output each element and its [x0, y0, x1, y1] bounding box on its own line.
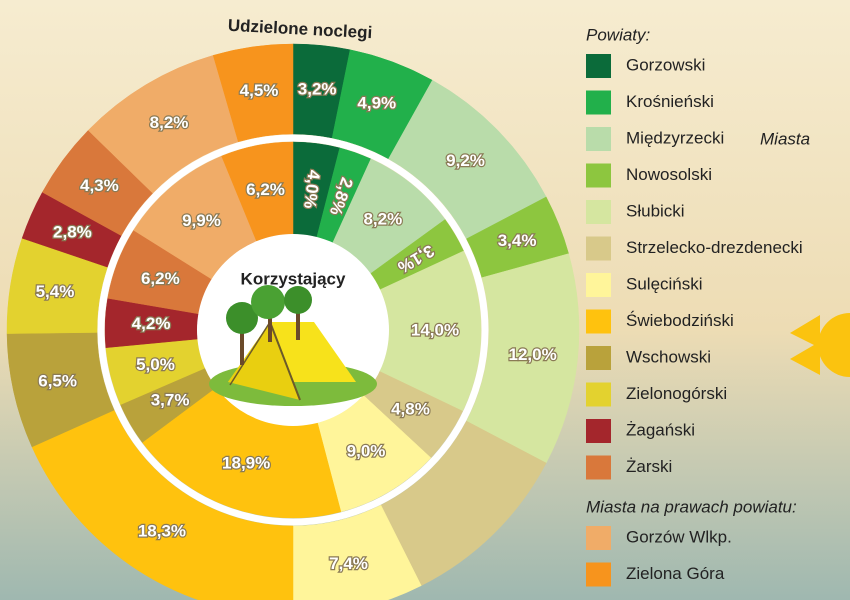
legend-heading: Powiaty:: [586, 25, 651, 44]
legend-swatch: [586, 309, 611, 334]
value-label: 3,7%: [151, 391, 190, 410]
value-label: 7,4%: [329, 554, 368, 573]
legend-label: Żarski: [626, 457, 672, 476]
ring-segment: [31, 409, 294, 600]
legend-swatch: [586, 163, 611, 188]
side-note: Miasta: [760, 129, 810, 148]
legend-swatch: [586, 526, 611, 550]
legend-swatch: [586, 127, 611, 151]
legend-swatch: [586, 419, 611, 443]
value-label: 12,0%: [509, 345, 557, 364]
center-label: Korzystający: [241, 269, 346, 288]
legend-swatch: [586, 382, 611, 407]
ring-segment: [292, 504, 422, 600]
ring-segment: [212, 43, 294, 143]
value-label: 4,5%: [240, 81, 279, 100]
legend-label: Nowosolski: [626, 165, 712, 184]
value-label: 3,2%: [298, 80, 337, 99]
legend-label: Zielona Góra: [626, 564, 725, 583]
value-label: 4,8%: [391, 399, 430, 418]
legend-label: Strzelecko-drezdenecki: [626, 238, 803, 257]
legend-label: Gorzowski: [626, 55, 705, 74]
value-label: 9,9%: [182, 211, 221, 230]
value-label: 5,4%: [36, 282, 75, 301]
legend-swatch: [586, 562, 611, 587]
value-label: 2,8%: [53, 222, 92, 241]
legend-swatch: [586, 455, 611, 480]
value-label: 18,9%: [222, 454, 270, 473]
value-label: 6,5%: [38, 371, 77, 390]
legend-swatch: [586, 273, 611, 297]
legend-heading: Miasta na prawach powiatu:: [586, 497, 797, 516]
legend-label: Sulęciński: [626, 274, 703, 293]
ring-separator: [97, 134, 489, 526]
value-label: 14,0%: [411, 320, 459, 339]
value-label: 8,2%: [150, 113, 189, 132]
legend-label: Gorzów Wlkp.: [626, 527, 732, 546]
value-label: 3,4%: [498, 231, 537, 250]
legend-label: Słubicki: [626, 201, 685, 220]
legend-swatch: [586, 236, 611, 261]
value-label: 18,3%: [138, 522, 186, 541]
value-label: 6,2%: [141, 269, 180, 288]
legend-swatch: [586, 346, 611, 370]
legend: Powiaty: Gorzowski Krośnieński Międzyrzecki…: [586, 25, 803, 587]
value-label: 4,0%: [300, 169, 324, 210]
value-label: 9,2%: [446, 151, 485, 170]
value-label: 8,2%: [363, 210, 402, 229]
value-label: 9,0%: [347, 441, 386, 460]
rings: 3,2% 4,9% 9,2% 3,4% 12,0% 7,4% 18,3% 6,5% 5,4% 2,…: [6, 43, 580, 600]
value-label: 4,2%: [132, 314, 171, 333]
value-label: 5,0%: [136, 355, 175, 374]
legend-label: Żagański: [626, 420, 695, 439]
center: Korzystający: [197, 234, 389, 426]
legend-swatch: [586, 54, 611, 78]
value-label: 4,3%: [80, 176, 119, 195]
legend-label: Międzyrzecki: [626, 128, 724, 147]
legend-swatch: [586, 200, 611, 224]
value-label: 6,2%: [246, 180, 285, 199]
legend-label: Zielonogórski: [626, 384, 727, 403]
sun: [790, 313, 850, 377]
legend-label: Krośnieński: [626, 92, 714, 111]
legend-label: Świebodziński: [626, 311, 734, 330]
value-label: 4,9%: [357, 94, 396, 113]
legend-label: Wschowski: [626, 347, 711, 366]
legend-swatch: [586, 90, 611, 115]
